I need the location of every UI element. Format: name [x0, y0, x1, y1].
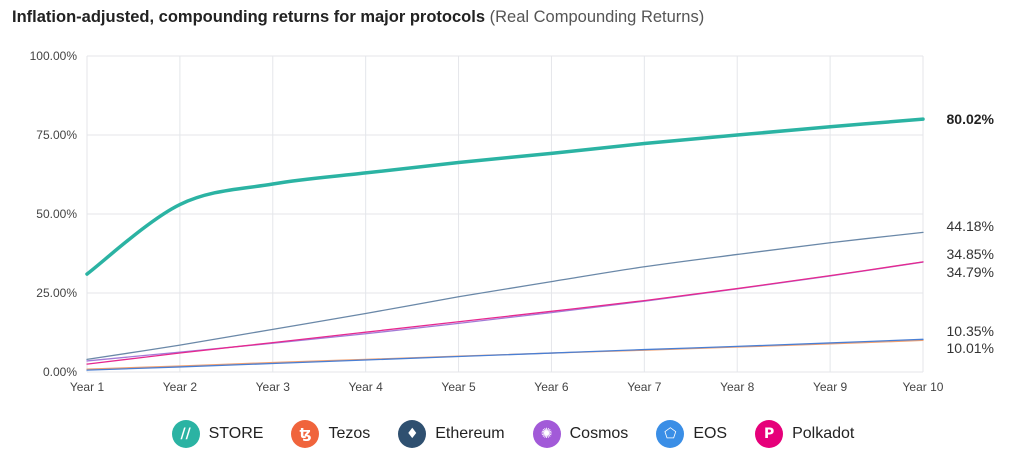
x-tick-label: Year 1: [70, 380, 105, 394]
y-tick-label: 50.00%: [36, 207, 77, 221]
legend-item-store: // STORE: [171, 420, 264, 448]
eos-icon: ⬠: [656, 420, 685, 448]
x-tick-label: Year 10: [903, 380, 944, 394]
chart-legend: // STORE ꜩ Tezos ♦ Ethereum ✺ Cosmos ⬠ EOS P Polkad…: [0, 420, 1026, 448]
y-tick-label: 100.00%: [30, 49, 78, 63]
polkadot-icon: P: [755, 420, 784, 448]
series-line-cosmos: [86, 261, 924, 362]
end-label-ethereum: 44.18%: [947, 218, 994, 234]
cosmos-icon: ✺: [532, 420, 561, 448]
ethereum-icon: ♦: [398, 420, 427, 448]
x-tick-label: Year 5: [441, 380, 476, 394]
legend-item-tezos: ꜩ Tezos: [291, 420, 370, 448]
chart-title-sub: (Real Compounding Returns): [489, 8, 705, 26]
x-tick-label: Year 3: [256, 380, 291, 394]
end-label-cosmos: 34.79%: [947, 264, 994, 280]
x-tick-label: Year 9: [813, 380, 848, 394]
series-line-eos: [86, 338, 924, 371]
x-tick-label: Year 2: [163, 380, 198, 394]
x-tick-label: Year 6: [534, 380, 569, 394]
chart-title-main: Inflation-adjusted, compounding returns …: [12, 8, 486, 26]
x-tick-label: Year 8: [720, 380, 755, 394]
chart-title: Inflation-adjusted, compounding returns …: [12, 8, 704, 27]
end-label-store: 80.02%: [947, 111, 995, 127]
end-label-eos: 10.35%: [947, 323, 994, 339]
legend-label: Tezos: [328, 425, 371, 442]
store-icon: //: [171, 420, 200, 448]
y-tick-label: 75.00%: [36, 128, 77, 142]
legend-label: STORE: [208, 425, 264, 442]
series-line-store: [85, 117, 925, 276]
legend-label: Cosmos: [569, 425, 629, 442]
x-tick-label: Year 7: [627, 380, 662, 394]
x-tick-label: Year 4: [349, 380, 384, 394]
series-line-ethereum: [86, 231, 924, 361]
series-line-polkadot: [86, 261, 924, 365]
y-tick-label: 25.00%: [36, 286, 77, 300]
legend-label: Ethereum: [435, 425, 505, 442]
end-label-tezos: 10.01%: [947, 340, 994, 356]
legend-item-polkadot: P Polkadot: [755, 420, 854, 448]
end-label-polkadot: 34.85%: [947, 246, 994, 262]
tezos-icon: ꜩ: [291, 420, 320, 448]
y-tick-label: 0.00%: [43, 365, 77, 379]
legend-item-eos: ⬠ EOS: [656, 420, 727, 448]
legend-label: Polkadot: [792, 425, 855, 442]
legend-item-cosmos: ✺ Cosmos: [532, 420, 629, 448]
legend-label: EOS: [693, 425, 728, 442]
legend-item-ethereum: ♦ Ethereum: [398, 420, 505, 448]
